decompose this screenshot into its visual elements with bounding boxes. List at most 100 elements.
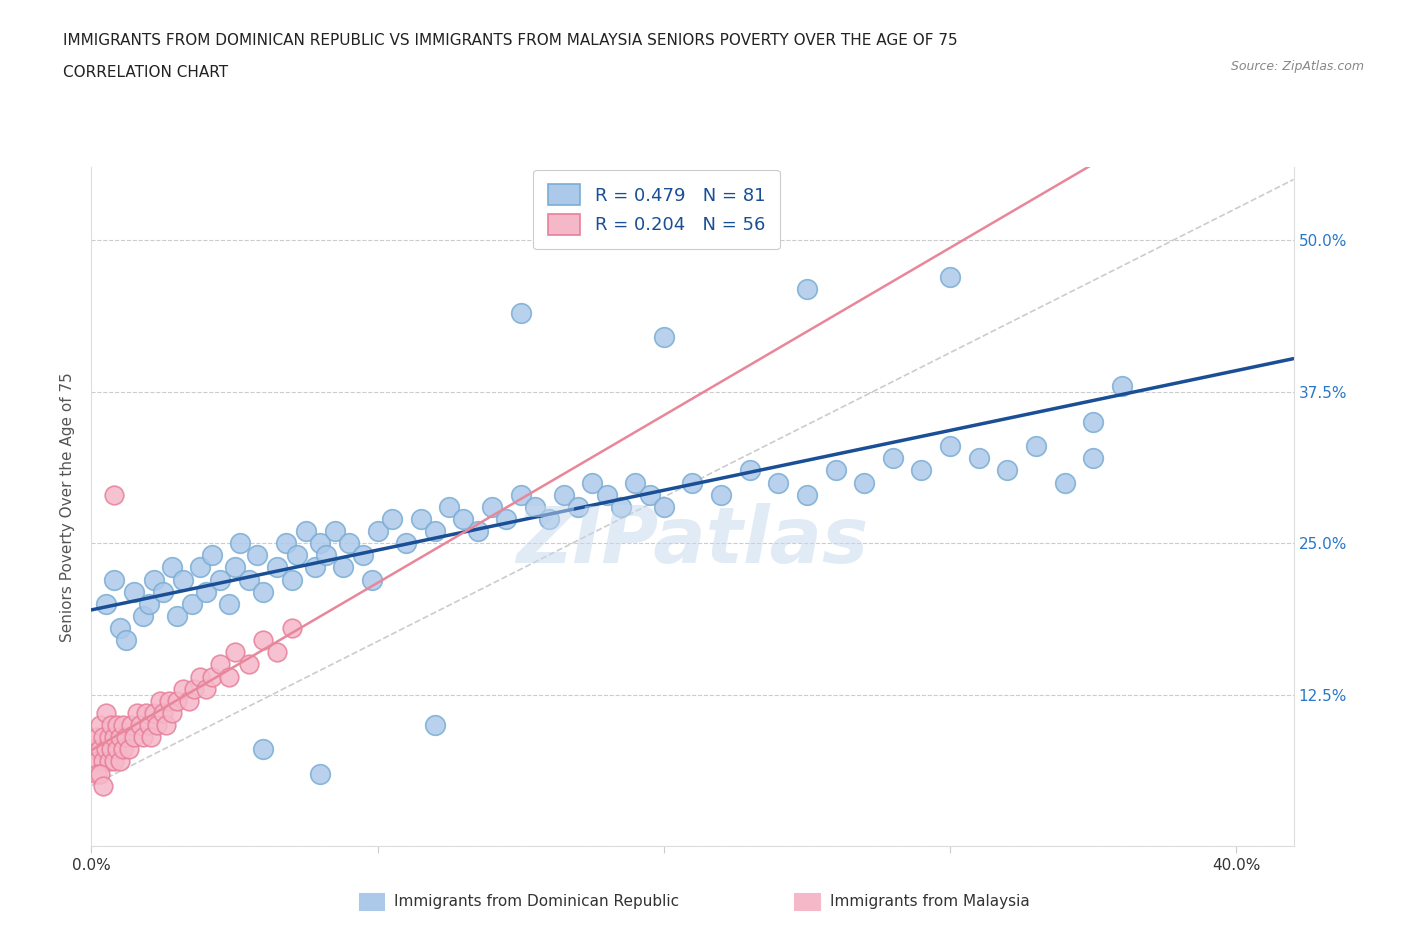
Point [143,706,166,721]
Point [105,742,128,757]
Point [157,694,180,709]
Point [91,778,114,793]
Point [132,608,155,623]
Text: CORRELATION CHART: CORRELATION CHART [63,65,228,80]
Point [710,487,733,502]
Point [595,487,617,502]
Point [152,706,174,721]
Point [89,718,111,733]
Text: Source: ZipAtlas.com: Source: ZipAtlas.com [1230,60,1364,73]
Point [124,730,146,745]
Point [1053,475,1076,490]
Point [882,451,904,466]
Point [209,657,232,671]
Point [252,584,274,599]
Point [352,548,374,563]
Point [143,572,166,587]
Point [538,512,561,526]
Point [287,548,309,563]
Point [252,632,274,647]
Point [738,463,761,478]
Point [108,754,131,769]
Point [105,718,128,733]
Point [91,754,114,769]
Point [172,572,194,587]
Point [967,451,990,466]
Point [315,548,337,563]
Point [224,644,246,659]
Point [409,512,432,526]
Point [194,584,217,599]
Point [229,536,252,551]
Point [103,487,125,502]
Point [796,281,818,296]
Point [121,718,143,733]
Point [509,487,531,502]
Point [218,670,240,684]
Point [201,670,224,684]
Point [481,499,503,514]
Point [180,596,202,611]
Point [127,706,149,721]
Point [652,330,675,345]
Point [114,730,136,745]
Point [114,632,136,647]
Point [100,742,122,757]
Text: ZIPatlas: ZIPatlas [516,503,869,578]
Point [194,682,217,697]
Point [939,269,962,284]
Point [274,536,297,551]
Point [509,305,531,320]
Point [86,754,108,769]
Point [252,742,274,757]
Point [360,572,382,587]
Point [495,512,517,526]
Point [146,718,169,733]
Point [160,560,183,575]
Point [581,475,603,490]
Point [141,730,163,745]
Point [437,499,460,514]
Point [1025,439,1047,454]
Point [183,682,205,697]
Point [309,766,332,781]
Point [281,572,304,587]
Point [188,670,211,684]
Point [309,536,332,551]
Point [295,524,318,538]
Point [188,560,211,575]
Point [610,499,633,514]
Point [553,487,575,502]
Point [117,742,139,757]
Point [238,657,260,671]
Point [768,475,790,490]
Point [83,742,105,757]
Text: Immigrants from Malaysia: Immigrants from Malaysia [830,894,1029,909]
Point [138,718,160,733]
Point [796,487,818,502]
Y-axis label: Seniors Poverty Over the Age of 75: Seniors Poverty Over the Age of 75 [60,372,76,642]
Point [155,718,177,733]
Point [323,524,346,538]
Point [97,730,120,745]
Point [94,706,117,721]
Point [224,560,246,575]
Point [524,499,547,514]
Point [149,694,172,709]
Point [1081,451,1104,466]
Point [111,742,134,757]
Point [995,463,1018,478]
Point [103,572,125,587]
Point [97,754,120,769]
Point [86,730,108,745]
Point [209,572,232,587]
Legend: R = 0.479   N = 81, R = 0.204   N = 56: R = 0.479 N = 81, R = 0.204 N = 56 [533,169,779,249]
Point [108,620,131,635]
Point [103,754,125,769]
Point [266,560,288,575]
Point [652,499,675,514]
Point [367,524,389,538]
Point [111,718,134,733]
Point [910,463,932,478]
Point [395,536,418,551]
